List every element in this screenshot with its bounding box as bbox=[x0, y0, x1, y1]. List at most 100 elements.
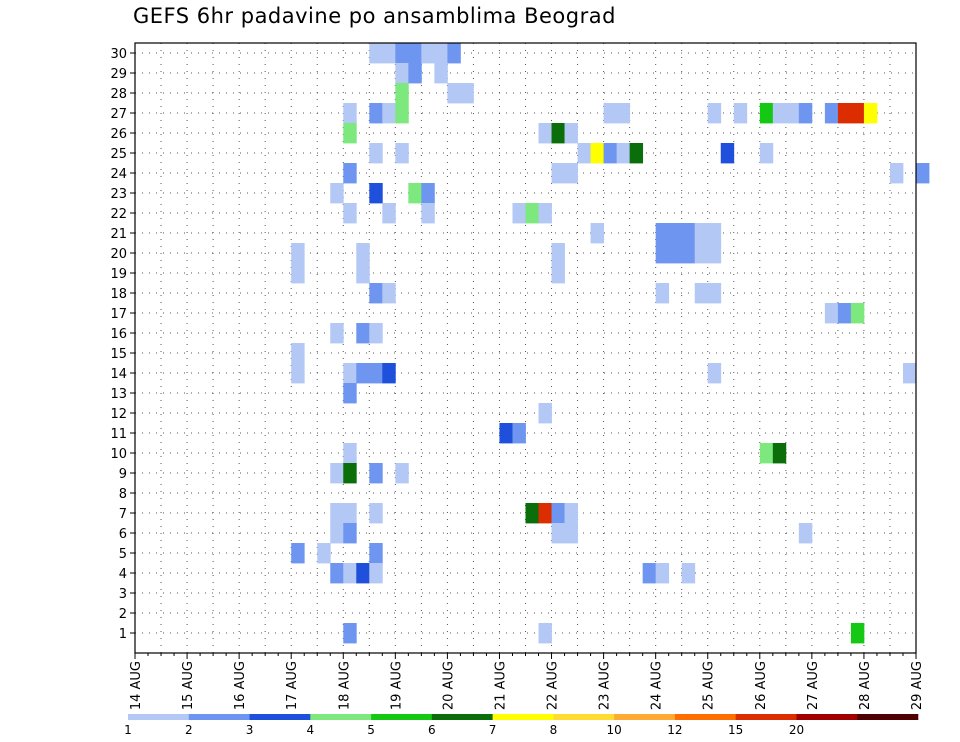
heatmap-cell bbox=[343, 503, 357, 524]
x-tick-label: 28 AUG bbox=[858, 661, 873, 710]
y-tick-label: 28 bbox=[110, 87, 127, 102]
x-tick-label: 29 AUG bbox=[910, 661, 925, 710]
colorbar-segment bbox=[674, 714, 736, 720]
y-tick-label: 12 bbox=[110, 407, 127, 422]
heatmap-cell bbox=[525, 503, 539, 524]
heatmap-cell bbox=[824, 303, 839, 324]
y-tick-label: 26 bbox=[110, 127, 127, 142]
heatmap-cell bbox=[902, 363, 917, 384]
heatmap-cell bbox=[330, 523, 344, 544]
heatmap-cell bbox=[538, 203, 552, 224]
heatmap-cell bbox=[707, 243, 722, 264]
colorbar-segment bbox=[492, 714, 554, 720]
y-tick-label: 20 bbox=[110, 247, 127, 262]
heatmap-cell bbox=[291, 243, 305, 264]
colorbar-label: 8 bbox=[550, 723, 558, 737]
heatmap-cell bbox=[291, 363, 305, 384]
heatmap-cell bbox=[369, 543, 383, 564]
heatmap-cell bbox=[759, 443, 774, 464]
y-tick-label: 2 bbox=[119, 607, 127, 622]
heatmap-cell bbox=[460, 83, 474, 104]
y-tick-label: 21 bbox=[110, 227, 127, 242]
heatmap-cell bbox=[330, 563, 344, 584]
heatmap-cell bbox=[629, 143, 644, 164]
heatmap-cell bbox=[369, 363, 383, 384]
y-tick-label: 14 bbox=[110, 367, 127, 382]
colorbar-label: 12 bbox=[667, 723, 682, 737]
colorbar-segment bbox=[614, 714, 676, 720]
heatmap-cell bbox=[512, 423, 526, 444]
heatmap-cell bbox=[395, 463, 409, 484]
heatmap-cell bbox=[577, 143, 591, 164]
heatmap-cell bbox=[564, 503, 578, 524]
heatmap-cell bbox=[421, 183, 435, 204]
heatmap-cell bbox=[837, 103, 852, 124]
heatmap-cell bbox=[330, 463, 344, 484]
heatmap-cell bbox=[447, 83, 461, 104]
y-tick-label: 19 bbox=[110, 267, 127, 282]
x-tick-label: 14 AUG bbox=[129, 661, 144, 710]
heatmap-cell bbox=[668, 223, 683, 244]
heatmap-cell bbox=[824, 103, 839, 124]
heatmap-cell bbox=[343, 443, 357, 464]
y-tick-label: 11 bbox=[110, 427, 127, 442]
heatmap-cell bbox=[681, 243, 696, 264]
heatmap-cell bbox=[343, 463, 357, 484]
heatmap-cell bbox=[343, 123, 357, 144]
heatmap-cell bbox=[850, 303, 865, 324]
x-tick-label: 17 AUG bbox=[285, 661, 300, 710]
heatmap-cell bbox=[707, 283, 722, 304]
heatmap-cell bbox=[759, 143, 774, 164]
x-tick-label: 22 AUG bbox=[546, 661, 561, 710]
heatmap-cell bbox=[499, 423, 513, 444]
colorbar-label: 4 bbox=[306, 723, 314, 737]
y-tick-label: 15 bbox=[110, 347, 127, 362]
heatmap-cell bbox=[330, 503, 344, 524]
y-tick-label: 18 bbox=[110, 287, 127, 302]
colorbar-label: 3 bbox=[246, 723, 254, 737]
heatmap-cell bbox=[330, 183, 344, 204]
heatmap-cell bbox=[798, 103, 813, 124]
y-tick-label: 27 bbox=[110, 107, 127, 122]
heatmap-cell bbox=[330, 323, 344, 344]
heatmap-cell bbox=[369, 463, 383, 484]
x-tick-label: 24 AUG bbox=[650, 661, 665, 710]
heatmap-cell bbox=[382, 363, 396, 384]
heatmap-cell bbox=[291, 263, 305, 284]
y-tick-label: 1 bbox=[119, 627, 127, 642]
heatmap-cell bbox=[421, 203, 435, 224]
heatmap-cell bbox=[343, 163, 357, 184]
heatmap-cell bbox=[356, 323, 370, 344]
heatmap-cell bbox=[733, 103, 748, 124]
colorbar-segment bbox=[735, 714, 797, 720]
colorbar-label: 5 bbox=[367, 723, 375, 737]
heatmap-cell bbox=[343, 103, 357, 124]
heatmap-cell bbox=[538, 503, 552, 524]
y-tick-label: 4 bbox=[119, 567, 127, 582]
colorbar-label: 10 bbox=[607, 723, 622, 737]
heatmap-cell bbox=[616, 143, 631, 164]
y-tick-label: 3 bbox=[119, 587, 127, 602]
heatmap-cell bbox=[382, 43, 396, 64]
heatmap-cell bbox=[408, 43, 422, 64]
heatmap-cell bbox=[382, 283, 396, 304]
data-cells bbox=[291, 43, 930, 644]
x-tick-label: 18 AUG bbox=[337, 661, 352, 710]
colorbar-segment bbox=[857, 714, 919, 720]
heatmap-cell bbox=[694, 283, 709, 304]
heatmap-cell bbox=[538, 123, 552, 144]
x-tick-label: 23 AUG bbox=[598, 661, 613, 710]
colorbar-segment bbox=[128, 714, 190, 720]
heatmap-cell bbox=[434, 63, 448, 84]
y-tick-label: 22 bbox=[110, 207, 127, 222]
heatmap-cell bbox=[850, 623, 865, 644]
heatmap-cell bbox=[707, 363, 722, 384]
heatmap-cell bbox=[395, 143, 409, 164]
y-tick-label: 23 bbox=[110, 187, 127, 202]
heatmap-cell bbox=[343, 363, 357, 384]
heatmap-cell bbox=[434, 43, 448, 64]
grid-lines bbox=[135, 43, 916, 653]
heatmap-cell bbox=[447, 43, 461, 64]
x-tick-label: 25 AUG bbox=[702, 661, 717, 710]
y-tick-label: 16 bbox=[110, 327, 127, 342]
